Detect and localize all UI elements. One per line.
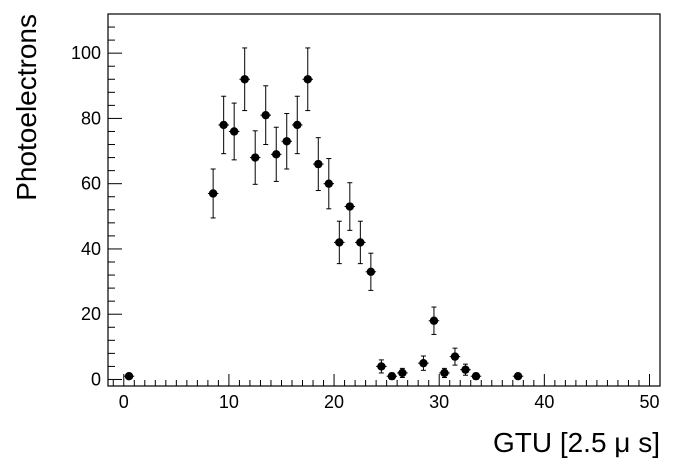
marker: [303, 75, 312, 84]
x-axis-title: GTU [2.5 μ s]: [493, 427, 660, 458]
data-point: [365, 252, 377, 291]
data-point: [470, 372, 482, 381]
marker: [387, 372, 397, 381]
marker: [440, 368, 449, 378]
x-tick-label: 10: [219, 392, 239, 412]
marker: [251, 153, 260, 162]
marker: [240, 75, 249, 84]
data-point: [302, 47, 314, 112]
y-axis-title: Photoelectrons: [11, 14, 42, 201]
marker: [272, 150, 281, 159]
marker: [261, 110, 270, 120]
data-points: [123, 47, 524, 381]
x-tick-label: 40: [534, 392, 554, 412]
data-point: [512, 372, 524, 381]
data-point: [260, 85, 271, 146]
marker: [429, 316, 439, 325]
x-tick-label: 0: [119, 392, 129, 412]
marker: [377, 362, 386, 371]
marker: [366, 267, 376, 276]
marker: [219, 120, 228, 130]
axis-ticks: [108, 13, 661, 386]
data-point: [270, 126, 282, 182]
marker: [345, 202, 355, 211]
data-point: [355, 220, 366, 265]
x-tick-label: 50: [639, 392, 659, 412]
marker: [471, 372, 481, 381]
x-tick-label: 20: [324, 392, 344, 412]
marker: [229, 127, 239, 136]
data-point: [397, 367, 408, 379]
plot-frame: [107, 13, 661, 387]
marker: [450, 352, 460, 361]
marker: [335, 238, 344, 247]
data-point: [281, 113, 292, 170]
x-tick-label: 30: [429, 392, 449, 412]
marker: [314, 159, 323, 169]
data-point: [376, 359, 387, 374]
y-tick-label: 40: [81, 239, 101, 259]
data-point: [449, 347, 461, 366]
data-point: [292, 95, 303, 155]
data-point: [207, 168, 219, 219]
data-point: [439, 367, 450, 379]
y-tick-label: 0: [91, 369, 101, 389]
marker: [398, 368, 407, 378]
data-point: [386, 372, 398, 381]
data-point: [249, 130, 261, 185]
marker: [293, 120, 302, 130]
data-point: [460, 363, 471, 376]
marker: [513, 372, 523, 381]
data-point: [344, 182, 356, 231]
y-tick-label: 100: [71, 43, 101, 63]
marker: [356, 238, 365, 247]
data-point: [428, 306, 440, 335]
tick-labels: 0 10 20 30 40 50 0 20 40 60 80 100: [71, 43, 660, 412]
data-point: [323, 158, 335, 210]
marker: [282, 137, 291, 146]
data-point: [418, 355, 429, 371]
y-tick-label: 80: [81, 108, 101, 128]
marker: [324, 179, 333, 188]
marker: [461, 365, 470, 374]
y-tick-label: 20: [81, 304, 101, 324]
marker: [419, 358, 428, 368]
data-point: [239, 47, 250, 112]
data-point: [334, 220, 345, 265]
data-point: [218, 95, 229, 155]
data-point: [228, 102, 240, 161]
y-tick-label: 60: [81, 174, 101, 194]
marker: [208, 189, 218, 198]
marker: [124, 372, 134, 381]
data-point: [123, 372, 135, 381]
data-point: [313, 137, 324, 192]
